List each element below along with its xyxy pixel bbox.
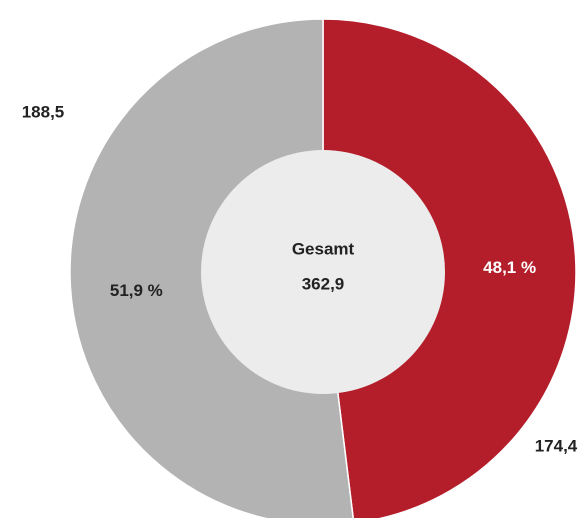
slice <box>322 18 577 518</box>
slices <box>69 18 577 518</box>
donut-center <box>201 150 445 394</box>
percent-label: 51,9 % <box>110 281 163 300</box>
percent-label: 48,1 % <box>483 258 536 277</box>
center-label: Gesamt <box>292 239 355 258</box>
value-label: 174,4 <box>535 436 578 455</box>
value-label: 188,5 <box>22 102 65 121</box>
center-total: 362,9 <box>302 274 345 293</box>
